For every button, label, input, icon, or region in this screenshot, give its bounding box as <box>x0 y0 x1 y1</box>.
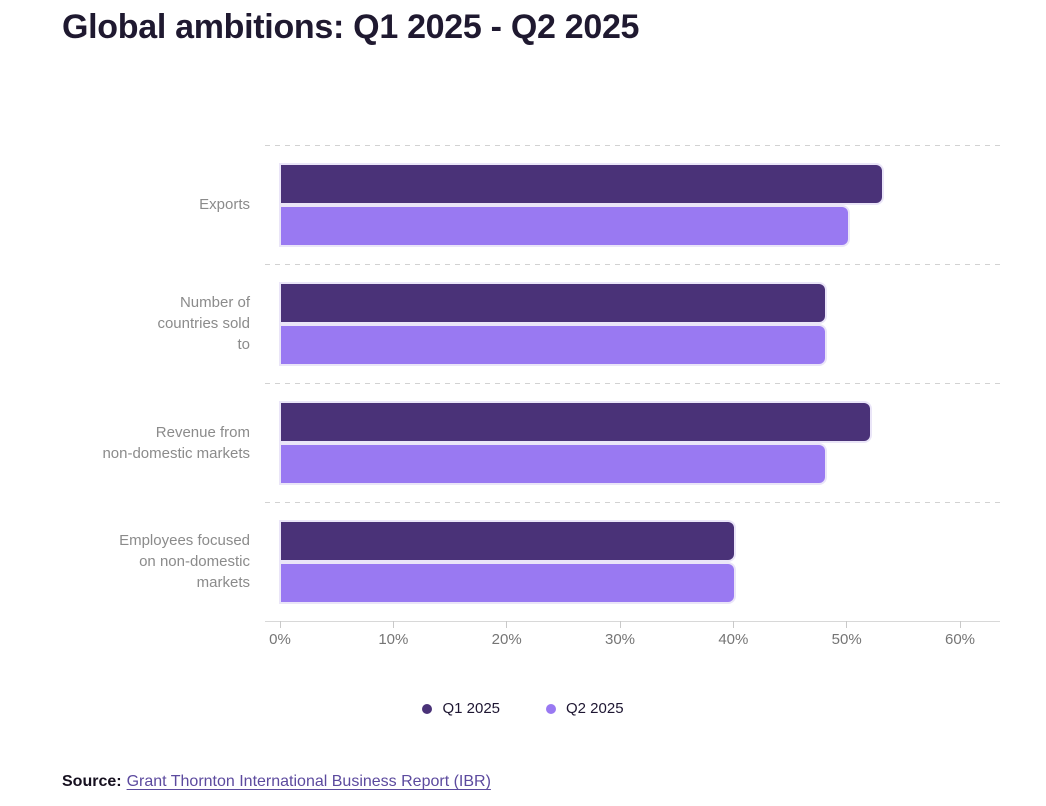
legend-dot-icon <box>422 703 433 714</box>
x-axis-tick-label: 30% <box>604 631 636 648</box>
x-axis-tick-mark <box>846 621 848 628</box>
chart-title: Global ambitions: Q1 2025 - Q2 2025 <box>62 8 640 46</box>
category-label-line: to <box>237 336 250 353</box>
x-axis-tick-label: 10% <box>378 631 409 648</box>
source-label: Source: <box>62 773 122 790</box>
chart-row: Revenue from non-domestic markets <box>0 383 1046 502</box>
bar-q2-3 <box>281 564 735 602</box>
category-label-line: on non-domestic <box>139 553 250 570</box>
bar-q1-0 <box>281 165 882 203</box>
x-axis-line <box>265 621 1000 622</box>
x-axis-tick-label: 60% <box>944 631 976 648</box>
category-label-line: Number of <box>179 294 250 311</box>
chart-row: Number of countries sold to <box>0 264 1046 383</box>
row-separator-line <box>265 502 1000 503</box>
x-axis-tick-mark <box>506 621 508 628</box>
bar-chart-plot-area: Exports Number of countries sold to Revenue … <box>0 145 1046 675</box>
x-axis-tick-mark <box>619 621 621 628</box>
row-separator-line <box>265 145 1000 146</box>
x-axis-tick-label: 20% <box>491 631 522 648</box>
category-label-line: Employees focused <box>119 532 250 549</box>
bar-q2-1 <box>281 326 825 364</box>
category-label-line: countries sold <box>157 315 250 332</box>
bar-q1-1 <box>281 284 825 322</box>
legend-item-q2[interactable]: Q2 2025 <box>546 700 624 717</box>
chart-row: Employees focused on non-domestic markets <box>0 502 1046 621</box>
x-axis-tick-label: 40% <box>718 631 749 648</box>
x-axis-tick-label: 50% <box>831 631 862 648</box>
x-axis-tick-mark <box>279 621 281 628</box>
x-axis-tick-mark <box>392 621 394 628</box>
category-label-line: non-domestic markets <box>102 444 250 462</box>
source-link[interactable]: Grant Thornton International Business Re… <box>126 773 491 790</box>
category-label: Number of countries sold to <box>40 264 250 383</box>
category-label-line: Revenue from <box>155 423 250 441</box>
bar-q1-3 <box>281 522 735 560</box>
category-label-line: markets <box>196 574 250 591</box>
row-separator-line <box>265 264 1000 265</box>
legend-item-q1[interactable]: Q1 2025 <box>422 700 500 717</box>
legend-label: Q1 2025 <box>442 700 500 717</box>
category-label-line: Exports <box>199 196 250 213</box>
category-label: Revenue from non-domestic markets <box>40 383 250 502</box>
x-axis-tick-label: 0% <box>269 631 291 648</box>
x-axis-tick-mark <box>959 621 961 628</box>
category-label: Employees focused on non-domestic markets <box>40 502 250 621</box>
bar-q1-2 <box>281 403 871 441</box>
bar-q2-2 <box>281 445 825 483</box>
bar-q2-0 <box>281 207 848 245</box>
x-axis-tick-mark <box>732 621 734 628</box>
row-separator-line <box>265 383 1000 384</box>
chart-row: Exports <box>0 145 1046 264</box>
legend-label: Q2 2025 <box>566 700 624 717</box>
category-label: Exports <box>40 145 250 264</box>
legend-dot-icon <box>546 703 556 714</box>
source-line: Source: Grant Thornton International Busi… <box>62 771 491 792</box>
legend: Q1 2025 Q2 2025 <box>0 700 1046 717</box>
